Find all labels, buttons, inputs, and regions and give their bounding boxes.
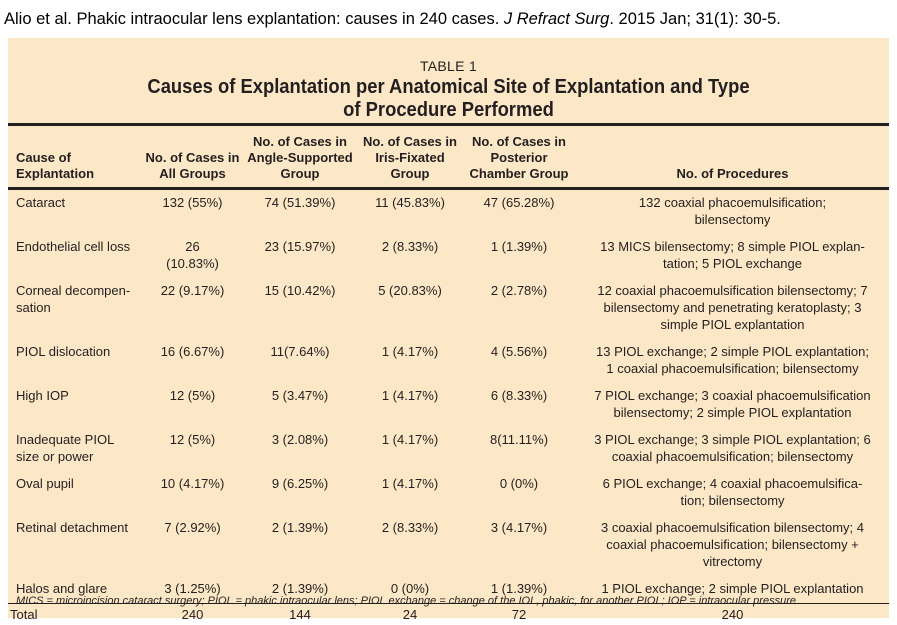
cell-angle-supported: 11(7.64%): [242, 339, 358, 383]
cell-all-groups: 132 (55%): [143, 189, 242, 235]
cell-iris-fixated: 2 (8.33%): [358, 234, 462, 278]
table-title-text: Causes of Explantation per Anatomical Si…: [145, 76, 752, 122]
data-table: Cause of Explantation No. of Cases in Al…: [8, 130, 889, 625]
cell-iris-fixated: 11 (45.83%): [358, 189, 462, 235]
top-rule: [8, 123, 889, 126]
cell-cause: Corneal decompen- sation: [8, 278, 143, 339]
cell-angle-supported: 23 (15.97%): [242, 234, 358, 278]
cell-angle-supported: 9 (6.25%): [242, 471, 358, 515]
header-row: Cause of Explantation No. of Cases in Al…: [8, 130, 889, 189]
cell-procedures: 13 MICS bilensectomy; 8 simple PIOL expl…: [576, 234, 889, 278]
cell-posterior-chamber: 6 (8.33%): [462, 383, 576, 427]
citation-journal: J Refract Surg: [504, 10, 609, 28]
cell-procedures: 12 coaxial phacoemulsification bilensect…: [576, 278, 889, 339]
cell-cause: Inadequate PIOL size or power: [8, 427, 143, 471]
cell-procedures: 7 PIOL exchange; 3 coaxial phacoemulsifi…: [576, 383, 889, 427]
cell-cause: Cataract: [8, 189, 143, 235]
footnote: MICS = microincision cataract surgery; P…: [16, 595, 796, 607]
citation-authors-title: Alio et al. Phakic intraocular lens expl…: [4, 10, 504, 28]
header-posterior-chamber: No. of Cases in Posterior Chamber Group: [462, 130, 576, 189]
cell-angle-supported: 5 (3.47%): [242, 383, 358, 427]
table-label: TABLE 1: [8, 58, 889, 74]
cell-angle-supported: 2 (1.39%): [242, 515, 358, 576]
header-procedures: No. of Procedures: [576, 130, 889, 189]
cell-iris-fixated: 1 (4.17%): [358, 427, 462, 471]
cell-cause: High IOP: [8, 383, 143, 427]
cell-all-groups: 12 (5%): [143, 427, 242, 471]
cell-procedures: 132 coaxial phacoemulsification; bilense…: [576, 189, 889, 235]
cell-posterior-chamber: 2 (2.78%): [462, 278, 576, 339]
header-iris-fixated: No. of Cases in Iris-Fixated Group: [358, 130, 462, 189]
cell-all-groups: 7 (2.92%): [143, 515, 242, 576]
cell-all-groups: 12 (5%): [143, 383, 242, 427]
cell-iris-fixated: 1 (4.17%): [358, 339, 462, 383]
cell-posterior-chamber: 8(11.11%): [462, 427, 576, 471]
cell-angle-supported: 3 (2.08%): [242, 427, 358, 471]
cell-iris-fixated: 1 (4.17%): [358, 383, 462, 427]
cell-all-groups: 26 (10.83%): [143, 234, 242, 278]
cell-procedures: 6 PIOL exchange; 4 coaxial phacoemulsifi…: [576, 471, 889, 515]
cell-all-groups: 16 (6.67%): [143, 339, 242, 383]
cell-posterior-chamber: 0 (0%): [462, 471, 576, 515]
table-title: Causes of Explantation per Anatomical Si…: [43, 76, 854, 122]
cell-procedures: 3 coaxial phacoemulsification bilensecto…: [576, 515, 889, 576]
cell-all-groups: 22 (9.17%): [143, 278, 242, 339]
cell-posterior-chamber: 1 (1.39%): [462, 234, 576, 278]
cell-procedures: 13 PIOL exchange; 2 simple PIOL explanta…: [576, 339, 889, 383]
cell-angle-supported: 74 (51.39%): [242, 189, 358, 235]
cell-cause: Oval pupil: [8, 471, 143, 515]
cell-posterior-chamber: 3 (4.17%): [462, 515, 576, 576]
cell-cause: PIOL dislocation: [8, 339, 143, 383]
cell-posterior-chamber: 47 (65.28%): [462, 189, 576, 235]
cell-iris-fixated: 5 (20.83%): [358, 278, 462, 339]
citation-details: . 2015 Jan; 31(1): 30-5.: [609, 10, 781, 28]
cell-posterior-chamber: 4 (5.56%): [462, 339, 576, 383]
cell-cause: Endothelial cell loss: [8, 234, 143, 278]
cell-procedures: 3 PIOL exchange; 3 simple PIOL explantat…: [576, 427, 889, 471]
cell-iris-fixated: 1 (4.17%): [358, 471, 462, 515]
header-angle-supported: No. of Cases in Angle-Supported Group: [242, 130, 358, 189]
cell-all-groups: 10 (4.17%): [143, 471, 242, 515]
header-cause: Cause of Explantation: [8, 130, 143, 189]
cell-cause: Retinal detachment: [8, 515, 143, 576]
citation: Alio et al. Phakic intraocular lens expl…: [4, 10, 781, 29]
cell-iris-fixated: 2 (8.33%): [358, 515, 462, 576]
header-all-groups: No. of Cases in All Groups: [143, 130, 242, 189]
cell-angle-supported: 15 (10.42%): [242, 278, 358, 339]
table-panel: TABLE 1 Causes of Explantation per Anato…: [8, 38, 889, 618]
